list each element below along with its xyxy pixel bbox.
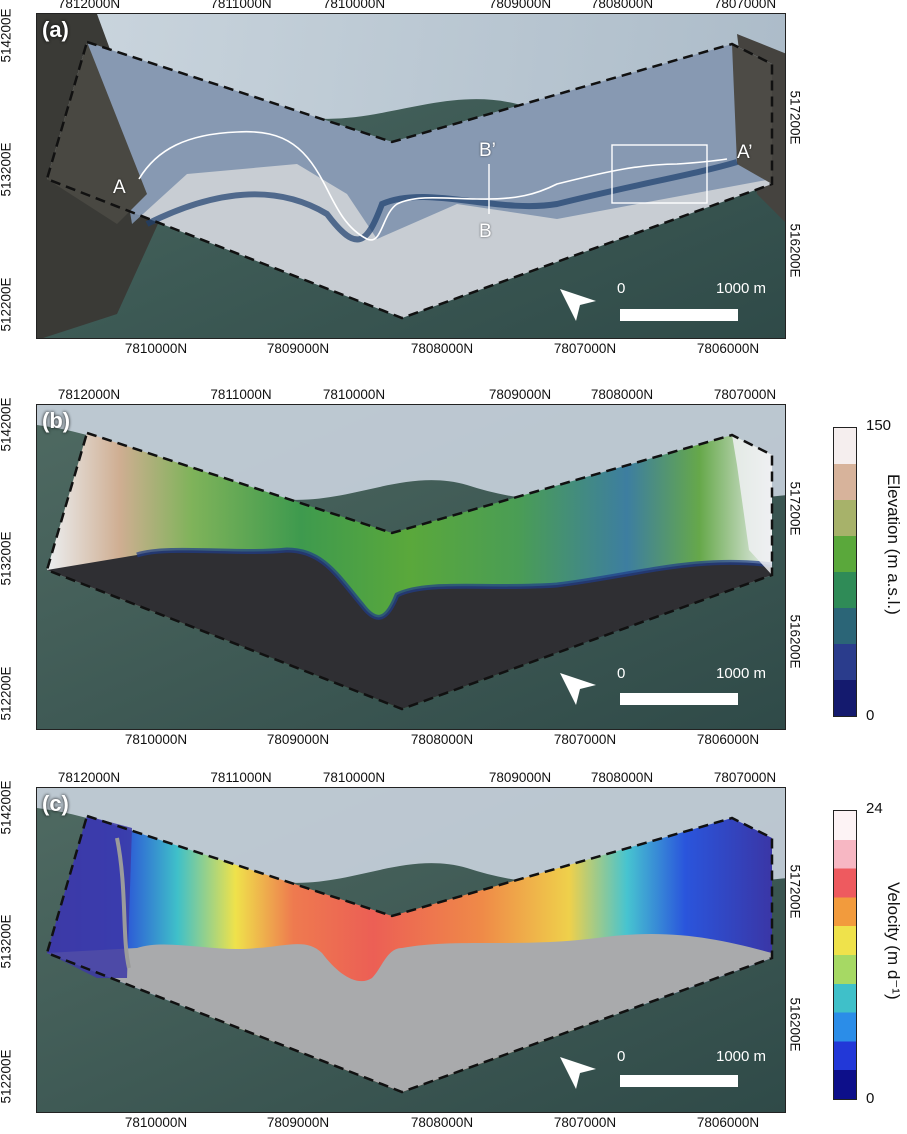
north-arrow-icon — [560, 1057, 596, 1089]
tick-top-4: 7809000N — [488, 770, 552, 785]
tick-bottom-2: 7809000N — [266, 341, 330, 356]
tick-top-6: 7807000N — [713, 387, 777, 402]
tick-top-6: 7807000N — [713, 0, 777, 11]
tick-left-3: 512200E — [0, 277, 14, 332]
tick-top-2: 7811000N — [210, 387, 272, 402]
tick-top-5: 7808000N — [590, 387, 654, 402]
scale-end: 1000 m — [716, 665, 767, 682]
tick-bottom-5: 7806000N — [696, 341, 760, 356]
tick-top-4: 7809000N — [488, 0, 552, 11]
tick-bottom-3: 7808000N — [410, 341, 474, 356]
colorbar-max: 150 — [866, 417, 892, 434]
panel-c: 7812000N 7811000N 7810000N 7809000N 7808… — [0, 770, 907, 1134]
tick-bottom-2: 7809000N — [266, 732, 330, 747]
tick-bottom-1: 7810000N — [124, 732, 188, 747]
tick-top-5: 7808000N — [590, 0, 654, 11]
tick-right-2: 516200E — [787, 223, 803, 278]
tick-bottom-3: 7808000N — [410, 732, 474, 747]
colorbar-title: Elevation (m a.s.l.) — [884, 474, 903, 615]
scale-zero: 0 — [617, 1048, 626, 1065]
tick-top-6: 7807000N — [713, 770, 777, 785]
colorbar-max: 24 — [866, 800, 883, 817]
tick-top-4: 7809000N — [488, 387, 552, 402]
tick-bottom-4: 7807000N — [553, 341, 617, 356]
tick-left-1: 514200E — [0, 397, 14, 452]
tick-top-1: 7812000N — [57, 770, 121, 785]
tick-top-2: 7811000N — [210, 770, 272, 785]
panel-b: 7812000N 7811000N 7810000N 7809000N 7808… — [0, 387, 907, 751]
map-frame-c — [36, 787, 786, 1113]
tick-right-1: 517200E — [787, 481, 803, 536]
map-frame-a: A A’ B’ B — [36, 13, 786, 339]
map-a-image — [37, 14, 785, 338]
scale-bar — [620, 309, 738, 321]
tick-top-3: 7810000N — [322, 387, 386, 402]
scale-end: 1000 m — [716, 1048, 767, 1065]
scale-bar — [620, 1075, 738, 1087]
colorbar-min: 0 — [866, 707, 875, 724]
label-a: A — [113, 177, 126, 198]
tick-right-2: 516200E — [787, 997, 803, 1052]
tick-left-2: 513200E — [0, 142, 14, 197]
tick-top-3: 7810000N — [322, 0, 386, 11]
scale-zero: 0 — [617, 665, 626, 682]
north-arrow-icon — [560, 673, 596, 705]
tick-left-1: 514200E — [0, 780, 14, 835]
label-b-prime: B’ — [479, 140, 496, 161]
map-b-elevation — [37, 405, 785, 729]
label-b: B — [479, 221, 492, 242]
panel-label-b: (b) — [42, 408, 71, 433]
tick-bottom-1: 7810000N — [124, 341, 188, 356]
scale-zero: 0 — [617, 280, 626, 297]
map-c-velocity — [37, 788, 785, 1112]
velocity-colorbar — [833, 810, 857, 1100]
tick-bottom-5: 7806000N — [696, 1115, 760, 1130]
panel-label-c: (c) — [42, 791, 69, 816]
tick-top-5: 7808000N — [590, 770, 654, 785]
label-a-prime: A’ — [737, 142, 753, 163]
tick-left-3: 512200E — [0, 666, 14, 721]
tick-top-1: 7812000N — [57, 387, 121, 402]
tick-top-3: 7810000N — [322, 770, 386, 785]
tick-bottom-2: 7809000N — [266, 1115, 330, 1130]
north-arrow-icon — [560, 289, 596, 321]
tick-right-1: 517200E — [787, 90, 803, 145]
scale-end: 1000 m — [716, 280, 767, 297]
tick-top-2: 7811000N — [210, 0, 272, 11]
scale-bar — [620, 693, 738, 705]
tick-right-2: 516200E — [787, 614, 803, 669]
tick-bottom-4: 7807000N — [553, 1115, 617, 1130]
tick-bottom-5: 7806000N — [696, 732, 760, 747]
tick-left-1: 514200E — [0, 8, 14, 63]
colorbar-min: 0 — [866, 1090, 875, 1107]
tick-bottom-1: 7810000N — [124, 1115, 188, 1130]
tick-left-2: 513200E — [0, 531, 14, 586]
tick-bottom-4: 7807000N — [553, 732, 617, 747]
tick-left-2: 513200E — [0, 914, 14, 969]
tick-right-1: 517200E — [787, 864, 803, 919]
tick-top-1: 7812000N — [57, 0, 121, 11]
tick-left-3: 512200E — [0, 1049, 14, 1104]
tick-bottom-3: 7808000N — [410, 1115, 474, 1130]
map-frame-b — [36, 404, 786, 730]
colorbar-title: Velocity (m d⁻¹) — [884, 882, 903, 1000]
panel-label-a: (a) — [42, 17, 69, 42]
elevation-colorbar — [833, 427, 857, 717]
panel-a: 7812000N 7811000N 7810000N 7809000N 7808… — [0, 0, 907, 360]
